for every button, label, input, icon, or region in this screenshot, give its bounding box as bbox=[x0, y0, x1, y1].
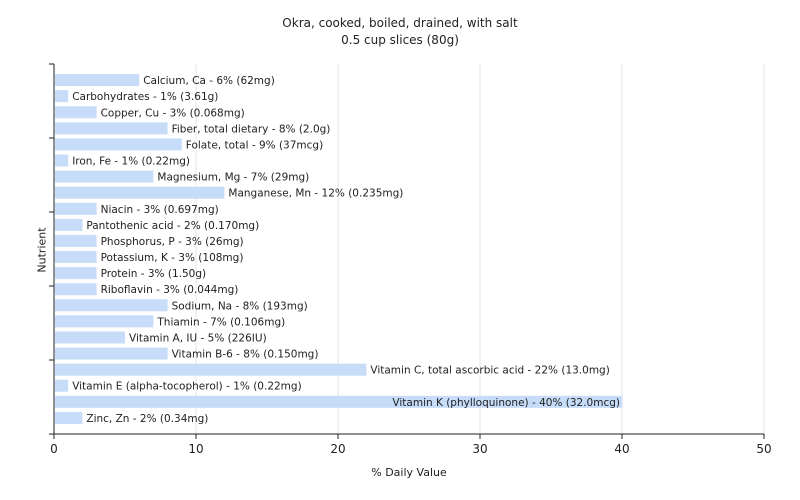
bar-label-7: Manganese, Mn - 12% (0.235mg) bbox=[228, 188, 403, 200]
bar-15 bbox=[55, 315, 154, 328]
x-tick-label-0: 0 bbox=[50, 442, 58, 456]
bar-1 bbox=[55, 90, 69, 103]
bar-7 bbox=[55, 186, 225, 199]
bar-label-21: Zinc, Zn - 2% (0.34mg) bbox=[86, 413, 208, 425]
bar-label-18: Vitamin C, total ascorbic acid - 22% (13… bbox=[370, 365, 609, 377]
bar-12 bbox=[55, 267, 97, 280]
bar-18 bbox=[55, 363, 367, 376]
bar-label-1: Carbohydrates - 1% (3.61g) bbox=[72, 91, 218, 103]
bar-label-0: Calcium, Ca - 6% (62mg) bbox=[143, 75, 275, 87]
bar-4 bbox=[55, 138, 182, 151]
chart-title: Okra, cooked, boiled, drained, with salt bbox=[282, 16, 518, 30]
bar-2 bbox=[55, 106, 97, 119]
x-tick-label-2: 20 bbox=[330, 442, 345, 456]
bar-label-9: Pantothenic acid - 2% (0.170mg) bbox=[86, 220, 259, 232]
bar-label-4: Folate, total - 9% (37mcg) bbox=[186, 139, 323, 151]
bar-label-2: Copper, Cu - 3% (0.068mg) bbox=[101, 107, 245, 119]
bar-20 bbox=[55, 395, 622, 408]
x-tick-label-1: 10 bbox=[188, 442, 203, 456]
bar-14 bbox=[55, 299, 168, 312]
x-axis-label: % Daily Value bbox=[371, 466, 447, 479]
bar-9 bbox=[55, 218, 83, 231]
bar-label-16: Vitamin A, IU - 5% (226IU) bbox=[129, 332, 267, 344]
bar-0 bbox=[55, 74, 140, 87]
bar-label-5: Iron, Fe - 1% (0.22mg) bbox=[72, 156, 190, 168]
bar-5 bbox=[55, 154, 69, 167]
bar-label-15: Thiamin - 7% (0.106mg) bbox=[156, 316, 285, 328]
bar-label-6: Magnesium, Mg - 7% (29mg) bbox=[157, 172, 309, 184]
y-axis-label: Nutrient bbox=[35, 227, 49, 273]
x-tick-label-4: 40 bbox=[614, 442, 629, 456]
bar-16 bbox=[55, 331, 125, 344]
bar-10 bbox=[55, 234, 97, 247]
bar-8 bbox=[55, 202, 97, 215]
bar-label-14: Sodium, Na - 8% (193mg) bbox=[172, 300, 308, 312]
x-tick-label-3: 30 bbox=[472, 442, 487, 456]
bar-label-17: Vitamin B-6 - 8% (0.150mg) bbox=[172, 349, 319, 361]
bar-6 bbox=[55, 170, 154, 183]
bar-11 bbox=[55, 251, 97, 264]
bar-19 bbox=[55, 379, 69, 392]
bar-label-3: Fiber, total dietary - 8% (2.0g) bbox=[172, 123, 331, 135]
bar-3 bbox=[55, 122, 168, 135]
bar-label-12: Protein - 3% (1.50g) bbox=[101, 268, 207, 280]
bar-21 bbox=[55, 411, 83, 424]
bar-label-19: Vitamin E (alpha-tocopherol) - 1% (0.22m… bbox=[72, 381, 302, 393]
bar-13 bbox=[55, 283, 97, 296]
bar-label-8: Niacin - 3% (0.697mg) bbox=[101, 204, 219, 216]
bar-17 bbox=[55, 347, 168, 360]
x-tick-label-5: 50 bbox=[756, 442, 771, 456]
bar-label-10: Phosphorus, P - 3% (26mg) bbox=[101, 236, 244, 248]
bar-label-13: Riboflavin - 3% (0.044mg) bbox=[101, 284, 239, 296]
bar-label-11: Potassium, K - 3% (108mg) bbox=[101, 252, 244, 264]
bar-label-20: Vitamin K (phylloquinone) - 40% (32.0mcg… bbox=[392, 397, 620, 409]
chart-subtitle: 0.5 cup slices (80g) bbox=[341, 33, 459, 47]
